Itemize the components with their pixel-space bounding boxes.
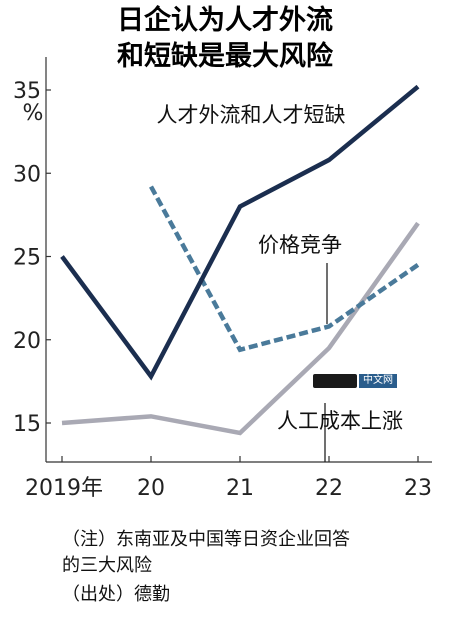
series-label-talent: 人才外流和人才短缺: [157, 103, 346, 127]
footnote-line-1: （注）东南亚及中国等日资企业回答: [62, 529, 350, 550]
y-tick-label: 15: [13, 412, 41, 437]
x-tick-label: 23: [404, 476, 432, 501]
series-label-labor-cost: 人工成本上涨: [277, 409, 403, 433]
y-tick-label: 30: [13, 162, 41, 187]
x-tick-label: 22: [315, 476, 343, 501]
x-tick-label: 20: [137, 476, 165, 501]
x-tick-label: 2019年: [25, 476, 103, 501]
source-note: （出处）德勤: [62, 584, 170, 605]
series-label-price: 价格竞争: [258, 233, 342, 257]
y-tick-label: 35: [13, 79, 41, 104]
watermark: 中文网: [313, 373, 397, 389]
series-line-talent: [60, 84, 420, 381]
watermark-logo: [313, 374, 357, 388]
y-tick-label: 25: [13, 246, 41, 271]
series-line-price: [149, 185, 420, 353]
x-tick-label: 21: [226, 476, 254, 501]
y-tick-label: 20: [13, 329, 41, 354]
watermark-text: 中文网: [359, 374, 397, 388]
y-axis-unit: %: [23, 101, 44, 126]
chart-title-line-2: 和短缺是最大风险: [117, 41, 333, 72]
footnote-line-2: 的三大风险: [62, 555, 152, 576]
chart-title-line-1: 日企认为人才外流: [117, 5, 333, 36]
